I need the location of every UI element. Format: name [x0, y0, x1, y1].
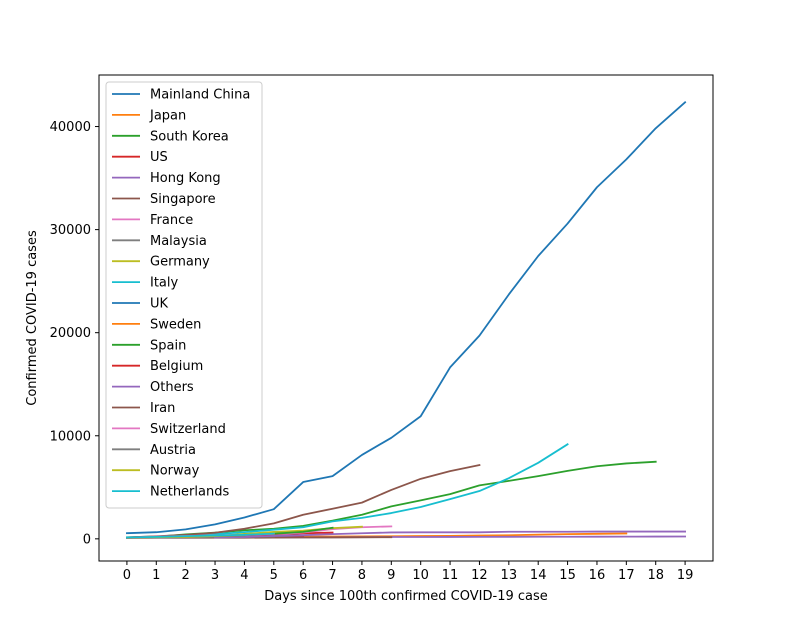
- x-tick-label: 15: [559, 568, 576, 583]
- x-tick-label: 4: [240, 568, 248, 583]
- x-tick-label: 3: [211, 568, 219, 583]
- x-tick-label: 6: [299, 568, 307, 583]
- y-tick-label: 20000: [50, 326, 91, 341]
- legend-entry-18: Norway: [150, 464, 200, 479]
- legend-entry-16: Switzerland: [150, 422, 226, 437]
- legend-box: [105, 81, 263, 509]
- legend-entry-8: Germany: [150, 255, 210, 270]
- y-tick-label: 40000: [50, 120, 91, 135]
- series-line-15: [125, 463, 481, 539]
- y-tick-label: 0: [83, 532, 91, 547]
- x-tick-label: 0: [123, 568, 131, 583]
- x-tick-label: 9: [387, 568, 395, 583]
- y-tick-label: 10000: [50, 429, 91, 444]
- x-tick-label: 18: [647, 568, 664, 583]
- x-tick-label: 11: [442, 568, 459, 583]
- legend-entry-5: Singapore: [150, 192, 216, 207]
- legend-entry-12: Spain: [150, 338, 186, 353]
- legend-entry-17: Austria: [150, 443, 196, 458]
- legend-entry-15: Iran: [150, 401, 175, 416]
- legend-entry-1: Japan: [149, 108, 186, 123]
- series-line-0: [125, 100, 687, 535]
- legend-entry-14: Others: [150, 380, 194, 395]
- legend-entry-2: South Korea: [150, 129, 229, 144]
- legend-entry-3: US: [150, 150, 168, 165]
- legend-entry-10: UK: [150, 297, 169, 312]
- legend-entry-9: Italy: [150, 276, 179, 291]
- y-tick-label: 30000: [50, 223, 91, 238]
- series-line-19: [125, 532, 275, 539]
- x-tick-label: 12: [471, 568, 488, 583]
- x-tick-label: 19: [677, 568, 694, 583]
- legend-entry-4: Hong Kong: [150, 171, 221, 186]
- y-axis-ticks: 0 10000 20000 30000 40000: [50, 120, 99, 547]
- legend: Mainland China Japan South Korea US Hong Kon…: [105, 81, 263, 509]
- legend-entry-13: Belgium: [150, 359, 203, 374]
- x-axis-label: Days since 100th confirmed COVID-19 case: [264, 589, 548, 604]
- x-tick-label: 17: [618, 568, 635, 583]
- legend-entry-0: Mainland China: [150, 88, 250, 103]
- plot-frame: [98, 74, 714, 562]
- x-tick-label: 10: [412, 568, 429, 583]
- x-tick-label: 16: [589, 568, 606, 583]
- y-axis-label: Confirmed COVID-19 cases: [25, 230, 40, 406]
- series-line-14: [214, 530, 686, 539]
- legend-entry-6: France: [150, 213, 193, 228]
- legend-entry-7: Malaysia: [150, 234, 207, 249]
- series-lines: [125, 100, 687, 539]
- legend-entry-11: Sweden: [150, 317, 201, 332]
- x-tick-label: 7: [328, 568, 336, 583]
- x-tick-label: 2: [182, 568, 190, 583]
- x-axis-ticks: 0 1 2 3 4 5 6 7 8 9 10 11 12 13 14 15 16 17 18 19: [123, 561, 694, 583]
- x-tick-label: 5: [270, 568, 278, 583]
- x-tick-label: 13: [501, 568, 518, 583]
- x-tick-label: 8: [358, 568, 366, 583]
- legend-entry-19: Netherlands: [150, 485, 229, 500]
- x-tick-label: 14: [530, 568, 547, 583]
- x-tick-label: 1: [152, 568, 160, 583]
